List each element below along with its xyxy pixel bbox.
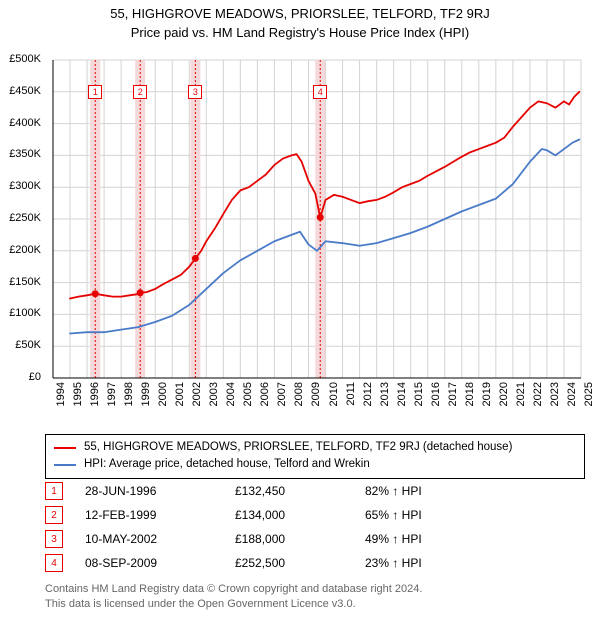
x-tick-label: 1994	[55, 382, 67, 412]
x-tick-label: 2009	[310, 382, 322, 412]
page-subtitle: Price paid vs. HM Land Registry's House …	[0, 25, 600, 40]
y-tick-label: £350K	[1, 148, 41, 160]
footer: Contains HM Land Registry data © Crown c…	[45, 582, 585, 612]
row-price: £252,500	[235, 556, 365, 570]
x-tick-label: 2023	[549, 382, 561, 412]
row-marker-box: 1	[45, 482, 63, 500]
x-tick-label: 2003	[208, 382, 220, 412]
x-tick-label: 2018	[464, 382, 476, 412]
x-tick-label: 2014	[396, 382, 408, 412]
row-pct: 82% ↑ HPI	[365, 484, 495, 498]
legend-label-hpi: HPI: Average price, detached house, Telf…	[84, 456, 370, 473]
price-chart: £0£50K£100K£150K£200K£250K£300K£350K£400…	[45, 54, 585, 404]
x-tick-label: 2005	[242, 382, 254, 412]
row-price: £188,000	[235, 532, 365, 546]
row-price: £134,000	[235, 508, 365, 522]
x-tick-label: 1996	[89, 382, 101, 412]
x-tick-label: 2016	[430, 382, 442, 412]
y-tick-label: £100K	[1, 307, 41, 319]
table-row: 2 12-FEB-1999£134,00065% ↑ HPI	[45, 503, 585, 527]
y-tick-label: £500K	[1, 53, 41, 65]
y-tick-label: £300K	[1, 180, 41, 192]
y-tick-label: £0	[1, 371, 41, 383]
x-tick-label: 2019	[481, 382, 493, 412]
footer-line-1: Contains HM Land Registry data © Crown c…	[45, 582, 585, 597]
legend-swatch-property	[54, 447, 76, 449]
legend: 55, HIGHGROVE MEADOWS, PRIORSLEE, TELFOR…	[45, 434, 585, 479]
row-marker-box: 4	[45, 554, 63, 572]
legend-row-property: 55, HIGHGROVE MEADOWS, PRIORSLEE, TELFOR…	[54, 439, 576, 456]
y-tick-label: £250K	[1, 212, 41, 224]
transactions-table: 1 28-JUN-1996£132,45082% ↑ HPI 2 12-FEB-199…	[45, 479, 585, 575]
legend-swatch-hpi	[54, 464, 76, 466]
row-pct: 23% ↑ HPI	[365, 556, 495, 570]
x-tick-label: 1998	[123, 382, 135, 412]
y-tick-label: £50K	[1, 339, 41, 351]
y-tick-label: £400K	[1, 117, 41, 129]
table-row: 3 10-MAY-2002£188,00049% ↑ HPI	[45, 527, 585, 551]
page-title: 55, HIGHGROVE MEADOWS, PRIORSLEE, TELFOR…	[0, 6, 600, 21]
y-tick-label: £200K	[1, 244, 41, 256]
row-price: £132,450	[235, 484, 365, 498]
chart-marker-box: 2	[133, 85, 147, 99]
x-tick-label: 2017	[447, 382, 459, 412]
row-marker-box: 3	[45, 530, 63, 548]
x-tick-label: 2011	[345, 382, 357, 412]
x-tick-label: 2008	[293, 382, 305, 412]
x-tick-label: 1997	[106, 382, 118, 412]
chart-svg	[45, 54, 585, 404]
table-row: 1 28-JUN-1996£132,45082% ↑ HPI	[45, 479, 585, 503]
chart-marker-box: 1	[88, 85, 102, 99]
x-tick-label: 2007	[276, 382, 288, 412]
x-tick-label: 2012	[362, 382, 374, 412]
x-tick-label: 2001	[174, 382, 186, 412]
x-tick-label: 2021	[515, 382, 527, 412]
x-tick-label: 2013	[379, 382, 391, 412]
row-marker-box: 2	[45, 506, 63, 524]
legend-label-property: 55, HIGHGROVE MEADOWS, PRIORSLEE, TELFOR…	[84, 439, 512, 456]
row-pct: 49% ↑ HPI	[365, 532, 495, 546]
x-tick-label: 2010	[328, 382, 340, 412]
x-tick-label: 1995	[72, 382, 84, 412]
x-tick-label: 1999	[140, 382, 152, 412]
chart-marker-box: 4	[313, 85, 327, 99]
y-tick-label: £150K	[1, 276, 41, 288]
row-date: 10-MAY-2002	[85, 532, 235, 546]
row-date: 28-JUN-1996	[85, 484, 235, 498]
row-date: 12-FEB-1999	[85, 508, 235, 522]
x-tick-label: 2002	[191, 382, 203, 412]
y-tick-label: £450K	[1, 85, 41, 97]
x-tick-label: 2006	[259, 382, 271, 412]
chart-marker-box: 3	[188, 85, 202, 99]
legend-row-hpi: HPI: Average price, detached house, Telf…	[54, 456, 576, 473]
table-row: 4 08-SEP-2009£252,50023% ↑ HPI	[45, 551, 585, 575]
x-tick-label: 2020	[498, 382, 510, 412]
x-tick-label: 2004	[225, 382, 237, 412]
row-pct: 65% ↑ HPI	[365, 508, 495, 522]
x-tick-label: 2025	[583, 382, 595, 412]
footer-line-2: This data is licensed under the Open Gov…	[45, 597, 585, 612]
row-date: 08-SEP-2009	[85, 556, 235, 570]
x-tick-label: 2022	[532, 382, 544, 412]
x-tick-label: 2024	[566, 382, 578, 412]
x-tick-label: 2000	[157, 382, 169, 412]
x-tick-label: 2015	[413, 382, 425, 412]
